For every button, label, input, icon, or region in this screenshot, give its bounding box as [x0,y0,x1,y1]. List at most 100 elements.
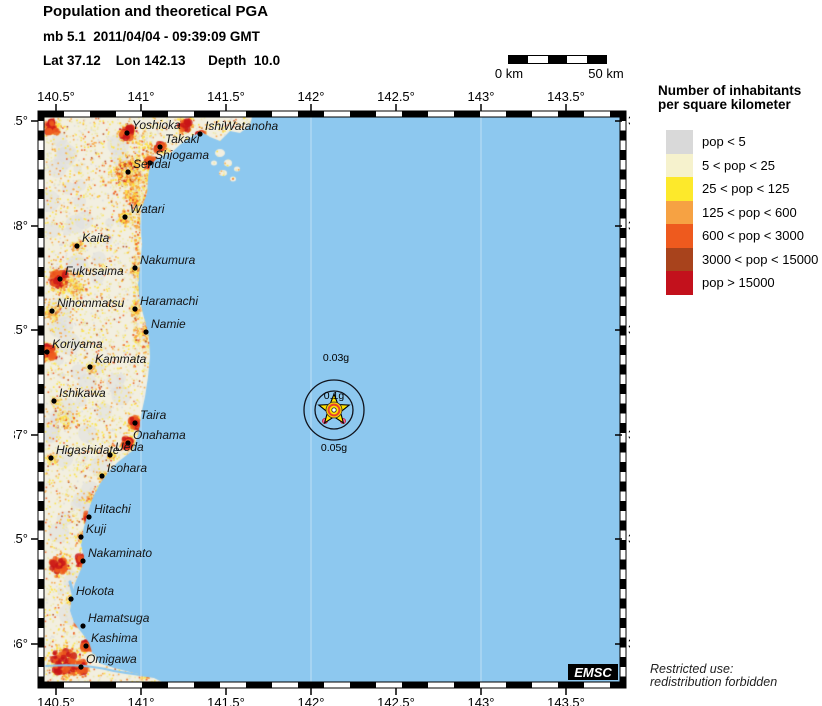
lat-axis-label: 38° [14,218,28,233]
restriction-notice: Restricted use: redistribution forbidden [650,663,777,689]
city-label: Higashidate [56,443,120,457]
city-label: Kashima [91,631,138,645]
city-marker[interactable]: Higashidate [48,443,120,461]
city-marker[interactable]: Ishikawa [51,386,106,404]
legend-title-line1: Number of inhabitants [658,83,802,98]
city-label: Shiogama [155,148,209,162]
city-dot [147,160,153,166]
city-marker[interactable]: Isohara [99,461,147,479]
city-label: Nakumura [140,253,196,267]
city-dot [157,144,163,150]
emsc-logo[interactable]: EMSC [568,664,618,680]
city-dot [124,130,130,136]
city-marker[interactable]: Fukusaima [57,264,124,282]
city-marker[interactable]: Namie [143,317,186,335]
lon-axis-label: 143° [468,695,495,706]
city-marker[interactable]: Haramachi [132,294,198,312]
city-marker[interactable]: Hokota [68,584,114,602]
scale-segment [547,56,568,63]
city-marker[interactable]: Hitachi [86,502,131,520]
scale-end-label: 50 km [588,66,624,81]
city-label: Onahama [133,428,186,442]
epicenter-group[interactable]: 0.03g 0.1g 0.05g [303,352,365,454]
lat-axis-label: 36.5° [628,531,630,546]
page-title: Population and theoretical PGA [43,3,269,20]
pga-label-01g: 0.1g [324,390,345,402]
legend-swatch [666,200,693,224]
legend-label: 5 < pop < 25 [702,157,776,173]
legend-swatch [666,153,693,177]
city-marker[interactable]: Omigawa [78,652,137,670]
city-label: Isohara [107,461,147,475]
city-marker[interactable]: Ueda [107,440,144,458]
city-marker[interactable]: Taira [132,408,167,426]
pga-label-003g: 0.03g [323,352,349,364]
city-marker[interactable]: Shiogama [147,148,209,166]
city-dot [87,364,93,370]
restriction-line2: redistribution forbidden [650,675,778,689]
city-marker[interactable]: Nihommatsu [49,296,125,314]
city-marker[interactable]: Kammata [87,352,147,370]
legend-swatch [666,177,693,201]
lon-axis-label: 140.5° [37,89,75,104]
scale-segment [567,56,587,63]
map-frame [37,110,627,689]
city-label: Kammata [95,352,147,366]
city-marker[interactable]: Onahama [125,428,186,446]
lat-axis-label: 37.5° [628,322,630,337]
scale-start-label: 0 km [494,66,524,81]
city-label: Fukusaima [65,264,124,278]
lon-axis-label: 142.5° [377,695,415,706]
city-label: Nakaminato [88,546,152,560]
city-label: Ueda [115,440,144,454]
event-coordinates: Lat 37.12 Lon 142.13 Depth 10.0 [43,53,281,68]
city-label: Hamatsuga [88,611,150,625]
city-marker[interactable]: Koriyama [44,337,103,355]
lon-axis-label: 142° [298,89,325,104]
city-marker[interactable]: Hamatsuga [80,611,150,629]
city-dot [122,214,128,220]
city-marker[interactable]: Takaki [157,132,200,150]
city-label: Hitachi [94,502,131,516]
scale-segment [528,56,548,63]
lat-axis-label: 38.5° [628,113,630,128]
legend-label: pop > 15000 [702,275,775,291]
city-marker[interactable]: Yoshioka [124,118,181,136]
lat-axis-label: 36.5° [14,531,28,546]
city-label: Hokota [76,584,114,598]
epicenter-center [331,407,337,413]
city-dot [125,440,131,446]
legend-row: pop < 5 [666,130,818,154]
city-marker[interactable]: Nakaminato [80,546,152,564]
lat-axis-label: 38° [628,218,630,233]
legend-row: 125 < pop < 600 [666,200,818,224]
emsc-logo-text: EMSC [574,665,612,680]
city-marker[interactable]: IshiWatanoha [197,119,278,137]
lon-axis-label: 141.5° [207,695,245,706]
city-label: Nihommatsu [57,296,125,310]
legend-label: 3000 < pop < 15000 [702,251,819,267]
city-label: Sendai [133,157,171,171]
lat-axis-label: 36° [628,636,630,651]
city-marker[interactable]: Kuji [78,522,106,540]
legend-title-line2: per square kilometer [658,97,791,112]
legend-row: pop > 15000 [666,271,818,295]
city-dot [80,558,86,564]
city-label: Koriyama [52,337,103,351]
lon-axis-label: 142° [298,695,325,706]
pga-ring-0.1g [314,390,354,430]
city-marker[interactable]: Kashima [83,631,138,649]
lon-axis-label: 141° [128,89,155,104]
city-marker[interactable]: Kaita [74,231,110,249]
lon-axis-label: 143.5° [547,89,585,104]
city-marker[interactable]: Sendai [125,157,171,175]
lat-axis-label: 37° [14,427,28,442]
city-label: Taira [140,408,167,422]
city-marker[interactable]: Watari [122,202,165,220]
city-dot [48,455,54,461]
legend-row: 3000 < pop < 15000 [666,247,819,271]
city-marker[interactable]: Nakumura [132,253,196,271]
lat-axis-label: 36° [14,636,28,651]
